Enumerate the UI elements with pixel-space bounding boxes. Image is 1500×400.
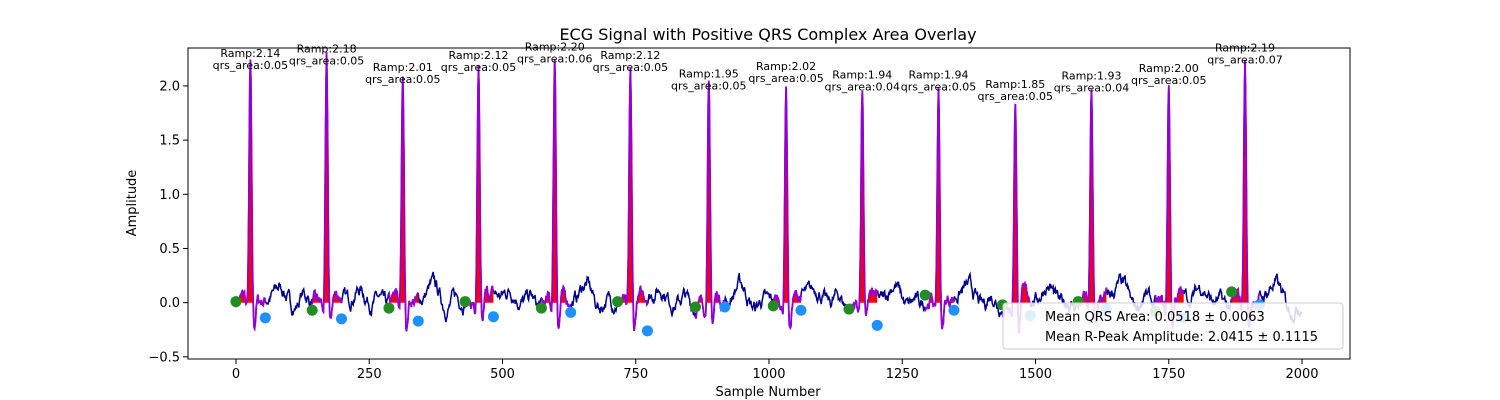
qrs-onset-marker-1 [306,304,318,316]
qrs-area-annotation-12: qrs_area:0.05 [1131,74,1206,87]
r-peak-annotation-5: Ramp:2.12 [600,49,660,62]
r-peak-annotation-9: Ramp:1.94 [908,68,968,81]
legend-entry-mean-qrs-area: Mean QRS Area: 0.0518 ± 0.0063 [1045,310,1265,325]
x-tick-label-6: 1500 [1019,367,1052,382]
plot-area: Ramp:2.14qrs_area:0.05Ramp:2.18qrs_area:… [213,40,1303,337]
qrs-segment-2 [388,76,419,332]
r-peak-annotation-11: Ramp:1.93 [1061,70,1121,83]
r-peak-annotation-3: Ramp:2.12 [448,49,508,62]
legend: Mean QRS Area: 0.0518 ± 0.0063 Mean R-Pe… [1002,302,1344,350]
qrs-segment-1 [311,52,343,319]
qrs-area-fill-1 [312,52,342,303]
qrs-segment-12 [1154,85,1185,329]
qrs-offset-marker-6 [719,301,731,313]
axis-ticks: 0 250 500 750 1000 1250 1500 1750 2000 −0.5 0.0 0.5… [148,79,1318,382]
x-tick-label-3: 750 [623,367,648,382]
qrs-segment-4 [540,59,572,329]
qrs-onset-marker-6 [689,301,701,313]
x-tick-label-2: 500 [490,367,515,382]
qrs-offset-marker-7 [795,304,807,316]
x-tick-label-8: 2000 [1285,367,1318,382]
x-tick-label-5: 1250 [886,367,919,382]
qrs-area-annotation-11: qrs_area:0.04 [1054,82,1129,95]
qrs-area-annotation-6: qrs_area:0.05 [671,79,746,92]
x-axis-label: Sample Number [715,385,821,400]
qrs-segment-0 [235,59,267,332]
qrs-onset-marker-2 [383,302,395,314]
qrs-offset-marker-3 [487,311,499,323]
y-tick-label-5: 2.0 [159,79,180,94]
qrs-area-annotation-5: qrs_area:0.05 [593,61,668,74]
y-tick-label-4: 1.5 [159,134,180,149]
x-tick-label-7: 1750 [1152,367,1185,382]
y-tick-label-0: −0.5 [148,350,180,365]
x-tick-label-4: 1000 [752,367,785,382]
qrs-area-annotation-8: qrs_area:0.04 [825,80,900,93]
qrs-onset-marker-7 [767,300,779,312]
qrs-segment-5 [616,67,649,332]
qrs-onset-marker-0 [230,296,242,308]
qrs-offset-marker-5 [641,325,653,337]
qrs-area-annotation-1: qrs_area:0.05 [289,54,364,67]
qrs-segment-11 [1077,89,1108,324]
legend-entry-mean-r-peak: Mean R-Peak Amplitude: 2.0415 ± 0.1115 [1045,330,1318,345]
qrs-segment-9 [924,87,955,330]
qrs-offset-marker-4 [565,306,577,318]
qrs-onset-marker-13 [1226,286,1238,298]
qrs-offset-marker-2 [412,315,424,327]
qrs-onset-marker-3 [459,296,471,308]
r-peak-annotation-1: Ramp:2.18 [297,42,357,55]
x-tick-label-1: 250 [357,367,382,382]
qrs-area-annotation-13: qrs_area:0.07 [1207,53,1282,66]
r-peak-annotation-7: Ramp:2.02 [756,60,816,73]
qrs-offset-marker-8 [871,319,883,331]
qrs-area-fill-0 [236,59,266,303]
qrs-area-annotation-0: qrs_area:0.05 [213,59,288,72]
r-peak-annotation-6: Ramp:1.95 [679,67,739,80]
qrs-area-annotation-2: qrs_area:0.05 [365,73,440,86]
qrs-onset-marker-5 [612,296,624,308]
r-peak-annotation-0: Ramp:2.14 [220,47,280,60]
r-peak-annotation-10: Ramp:1.85 [985,78,1045,91]
qrs-onset-marker-8 [843,303,855,315]
r-peak-annotation-8: Ramp:1.94 [832,68,892,81]
y-tick-label-2: 0.5 [159,242,180,257]
qrs-area-annotation-7: qrs_area:0.05 [748,72,823,85]
r-peak-annotation-4: Ramp:2.20 [525,40,585,53]
qrs-segment-7 [772,86,802,331]
x-tick-label-0: 0 [232,367,240,382]
qrs-area-annotation-10: qrs_area:0.05 [978,90,1053,103]
qrs-onset-marker-4 [535,302,547,314]
legend-box [1002,302,1344,350]
qrs-onset-marker-9 [919,289,931,301]
chart-title: ECG Signal with Positive QRS Complex Are… [559,25,976,44]
qrs-offset-marker-0 [259,312,271,324]
qrs-segment-6 [694,80,726,324]
qrs-area-annotation-4: qrs_area:0.06 [517,52,592,65]
r-peak-annotation-12: Ramp:2.00 [1139,62,1199,75]
y-tick-label-1: 0.0 [159,296,180,311]
qrs-area-annotation-3: qrs_area:0.05 [441,61,516,74]
qrs-offset-marker-9 [948,304,960,316]
r-peak-annotation-2: Ramp:2.01 [373,61,433,74]
qrs-area-annotation-9: qrs_area:0.05 [901,80,976,93]
y-tick-label-3: 1.0 [159,188,180,203]
qrs-offset-marker-1 [336,313,348,325]
y-axis-label: Amplitude [125,170,140,237]
